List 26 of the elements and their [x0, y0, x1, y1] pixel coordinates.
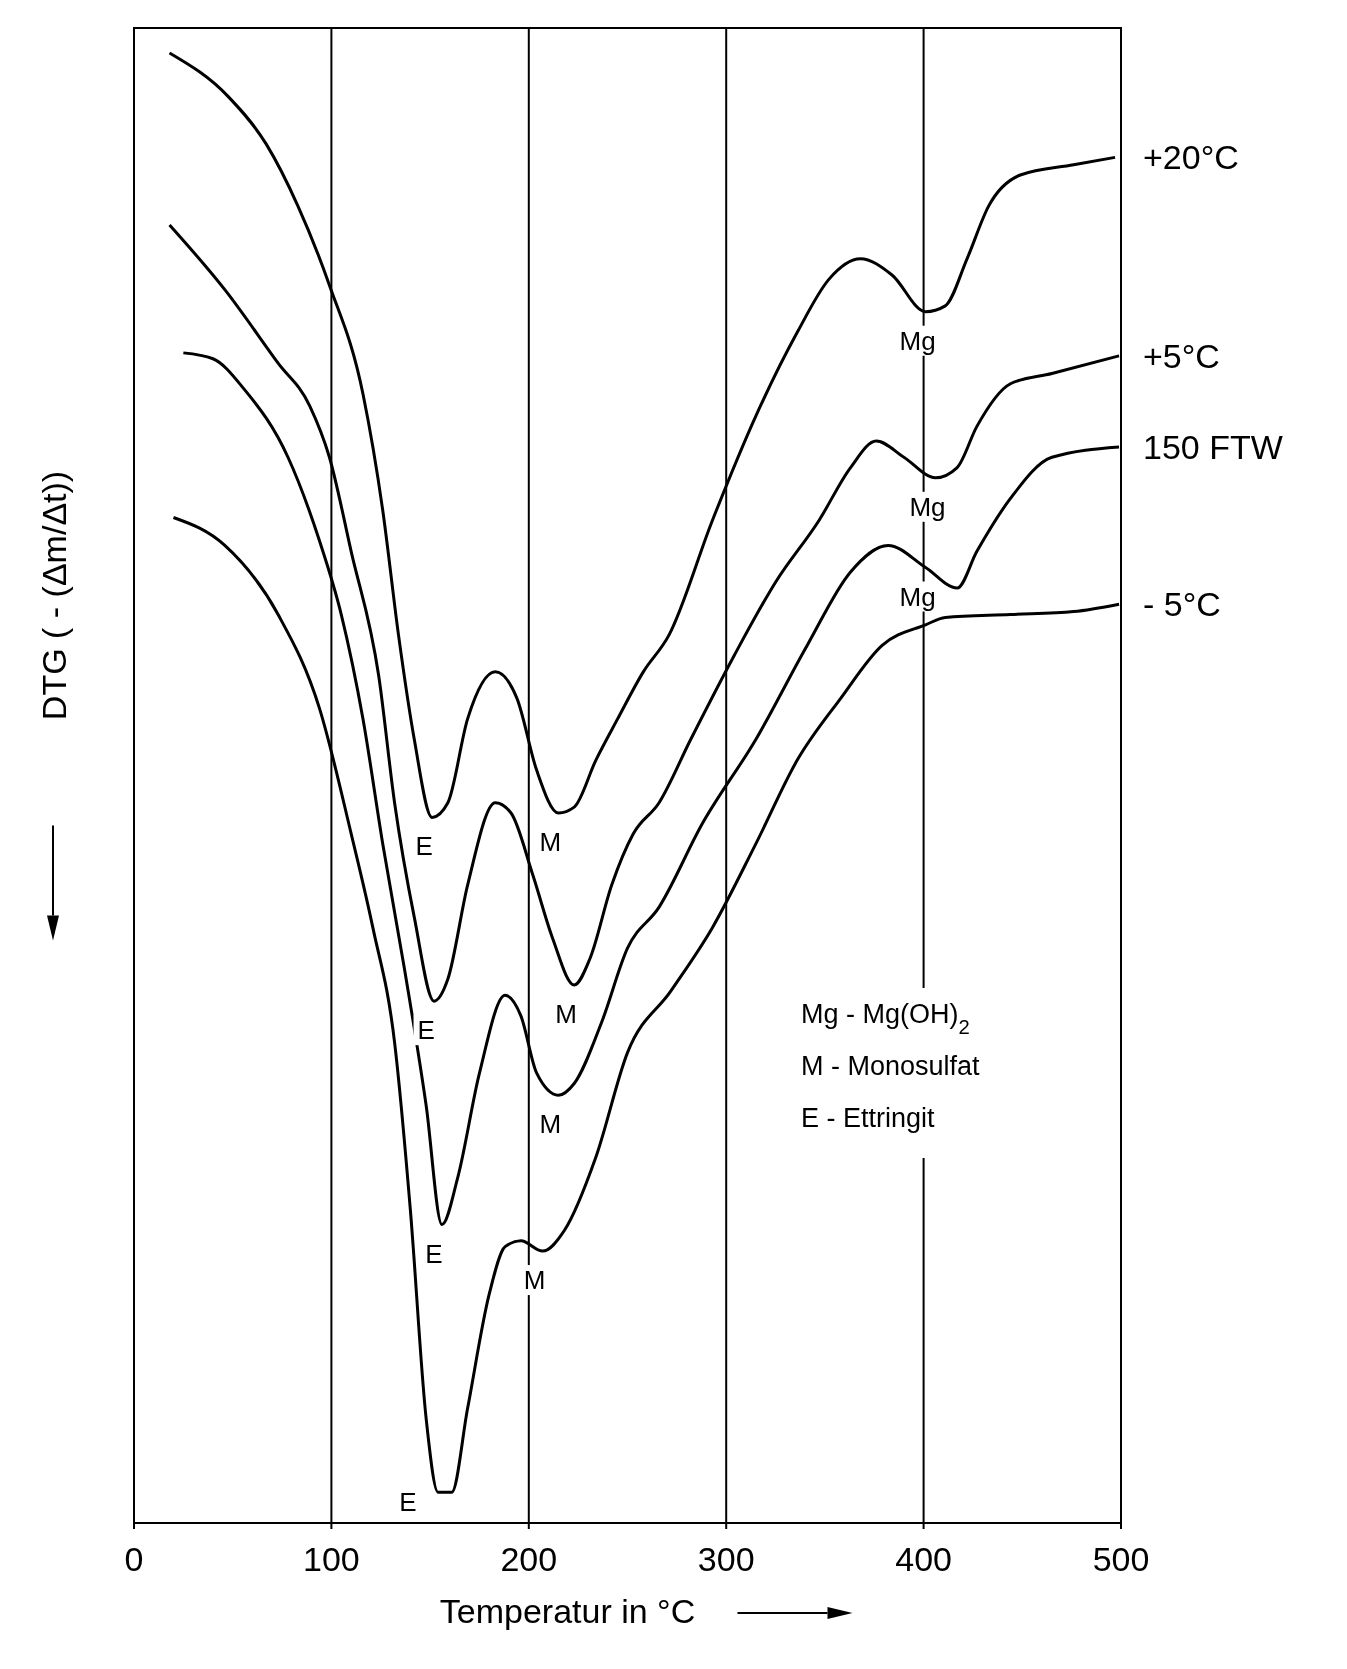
annotation: E: [415, 831, 433, 862]
annotation: Mg - Mg(OH)$_{2}$: [801, 999, 970, 1038]
x-tick-label: 100: [303, 1540, 360, 1578]
annotation: Mg: [899, 581, 936, 612]
annotation: Mg: [899, 325, 936, 356]
series-label: +20°C: [1143, 138, 1239, 177]
series-label: - 5°C: [1143, 585, 1221, 624]
annotation: M: [539, 826, 562, 857]
annotation: E: [399, 1487, 417, 1517]
x-tick-label: 300: [697, 1540, 755, 1578]
series-label: 150 FTW: [1143, 427, 1283, 466]
x-tick-label: 400: [895, 1540, 952, 1578]
annotation: E: [417, 1015, 435, 1046]
annotation: E - Ettringit: [801, 1103, 936, 1133]
x-tick-label: 200: [500, 1540, 558, 1578]
y-axis-title: DTG ( - (Δm/Δt)): [35, 470, 73, 721]
x-axis-title: Temperatur in °C: [439, 1592, 696, 1630]
annotation: Mg: [909, 491, 946, 522]
annotation: E: [425, 1238, 443, 1269]
annotation: M: [555, 998, 578, 1029]
x-tick-label: 500: [1092, 1540, 1150, 1578]
x-tick-label: 0: [124, 1540, 144, 1578]
series-label: +5°C: [1143, 336, 1220, 375]
annotation: M: [539, 1109, 562, 1140]
annotation: M: [523, 1265, 546, 1296]
annotation: M - Monosulfat: [801, 1051, 981, 1081]
